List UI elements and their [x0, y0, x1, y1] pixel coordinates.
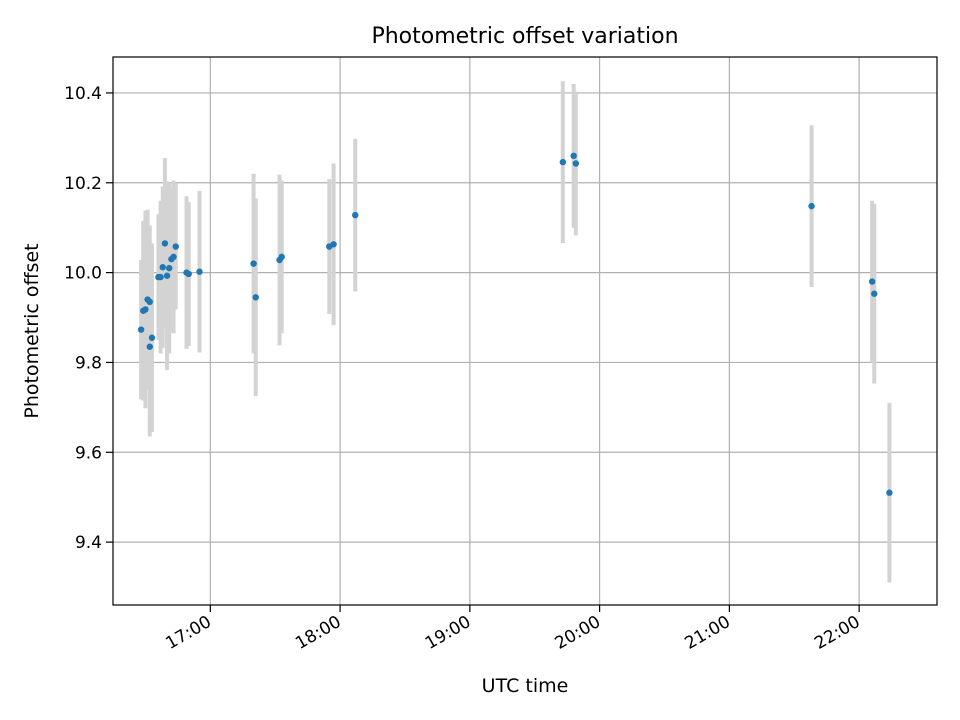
- data-point: [330, 241, 337, 248]
- x-axis-label: UTC time: [482, 675, 569, 697]
- y-tick-label: 9.8: [75, 353, 102, 373]
- plot-frame: [112, 56, 938, 606]
- data-point: [166, 264, 173, 272]
- data-point: [137, 326, 145, 333]
- grid-lines: [113, 57, 937, 605]
- data-point: [252, 294, 259, 301]
- data-points: [137, 152, 893, 496]
- data-point: [142, 306, 149, 313]
- data-point: [808, 202, 815, 210]
- data-point: [148, 334, 156, 341]
- data-point: [250, 260, 257, 267]
- data-point: [157, 273, 164, 281]
- data-point: [570, 152, 577, 160]
- data-point: [161, 240, 169, 247]
- y-axis-ticks: 9.4 9.6 9.8 10.0 10.2 10.4: [64, 84, 113, 553]
- data-point: [868, 278, 876, 285]
- data-point: [572, 160, 580, 167]
- data-point: [352, 211, 359, 219]
- data-point: [163, 272, 171, 279]
- data-point: [871, 290, 878, 297]
- data-point: [196, 268, 203, 275]
- y-tick-label: 10.4: [64, 84, 102, 104]
- data-point: [172, 243, 179, 250]
- y-axis-label: Photometric offset: [21, 243, 43, 418]
- chart-title: Photometric offset variation: [371, 24, 678, 49]
- y-tick-label: 10.2: [64, 174, 102, 194]
- data-point: [278, 253, 285, 261]
- data-point: [185, 270, 192, 278]
- data-point: [159, 264, 166, 271]
- y-tick-label: 9.6: [75, 443, 102, 463]
- data-point: [146, 298, 153, 306]
- y-tick-label: 9.4: [75, 533, 102, 553]
- y-tick-label: 10.0: [64, 264, 102, 284]
- data-point: [559, 158, 567, 166]
- data-point: [170, 253, 177, 261]
- data-point: [146, 343, 153, 350]
- data-point: [886, 489, 893, 496]
